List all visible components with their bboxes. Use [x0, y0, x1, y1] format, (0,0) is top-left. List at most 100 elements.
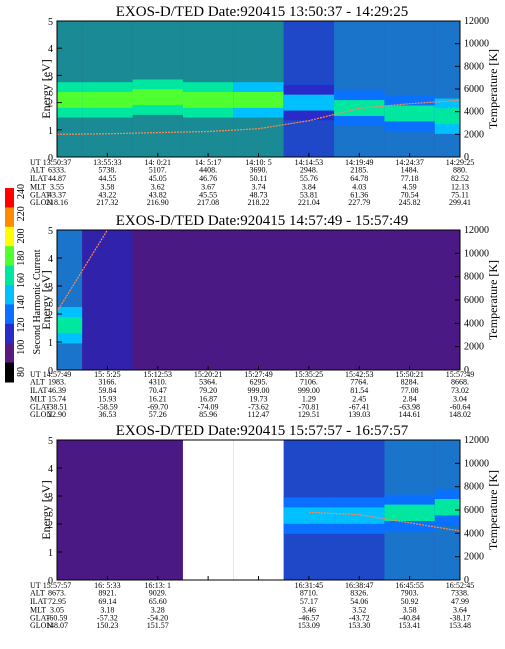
table-cell: 3.74 — [252, 183, 266, 192]
table-cell: 221.04 — [298, 198, 320, 207]
spectrogram-band-core — [434, 499, 460, 516]
spectrogram-band-core — [334, 507, 385, 524]
colorbar-swatch — [5, 207, 14, 228]
table-row-label: UT — [30, 581, 41, 590]
colorbar-tick-label: 240 — [16, 184, 27, 199]
spectrogram-column — [82, 230, 133, 370]
table-cell: 64.78 — [350, 174, 368, 183]
table-cell: 72.95 — [48, 597, 66, 606]
table-cell: 55.76 — [300, 174, 318, 183]
table-cell: 6333. — [48, 166, 66, 175]
colorbar-swatch — [5, 323, 14, 344]
table-cell: 16: 5:33 — [94, 581, 120, 590]
y-tick-label: 4 — [48, 464, 53, 475]
table-cell: 880. — [453, 166, 467, 175]
table-cell: 61.36 — [350, 191, 368, 200]
y2-tick-label: 2000 — [464, 342, 484, 353]
table-cell: 75.11 — [451, 191, 469, 200]
table-cell: 16:13: 1 — [145, 581, 171, 590]
y2-tick-label: 4000 — [464, 107, 484, 118]
table-cell: 36.53 — [98, 410, 116, 419]
table-cell: 1.29 — [302, 395, 316, 404]
spectrogram-column — [384, 230, 435, 370]
colorbar-swatch — [5, 265, 14, 286]
table-cell: 2185. — [350, 166, 368, 175]
table-cell: 46.39 — [48, 386, 66, 395]
table-row-label: GLON — [30, 198, 52, 207]
colorbar: 80 100 120 140 160 180 200 220 240 Second Harmoni… — [5, 184, 43, 383]
table-cell: 2948. — [300, 166, 318, 175]
temperature-line — [56, 229, 108, 313]
y2-tick-label: 12000 — [464, 225, 489, 236]
table-cell: 245.82 — [399, 198, 421, 207]
table-cell: 16:38:47 — [345, 581, 373, 590]
y2-tick-label: 6000 — [464, 295, 484, 306]
table-cell: 217.32 — [96, 198, 118, 207]
table-cell: 14:19:49 — [345, 158, 373, 167]
table-cell: 2.84 — [403, 395, 417, 404]
table-cell: 2.45 — [352, 395, 366, 404]
y-tick-label: 2 — [48, 520, 53, 531]
y-tick-label: 4 — [48, 254, 53, 265]
colorbar-tick-label: 120 — [16, 318, 27, 333]
table-cell: 5738. — [98, 166, 116, 175]
spectrogram-band-core — [233, 91, 284, 108]
table-cell: 3.52 — [352, 606, 366, 615]
table-cell: -38.51 — [47, 403, 68, 412]
colorbar-tick-label: 220 — [16, 206, 27, 221]
colorbar-swatch — [5, 246, 14, 267]
table-cell: 148.02 — [449, 410, 471, 419]
spectrogram-band-core — [57, 91, 83, 108]
table-cell: 3.67 — [201, 183, 215, 192]
spectrogram-column — [283, 230, 335, 370]
table-row-label: GLAT — [30, 614, 51, 623]
table-cell: 8668. — [451, 378, 469, 387]
y2-tick-label: 0 — [464, 152, 469, 163]
spectrogram-column — [334, 230, 385, 370]
table-cell: 5107. — [149, 166, 167, 175]
table-cell: 48.73 — [250, 191, 268, 200]
spectrogram-column — [57, 230, 83, 370]
y-tick-label: 5 — [48, 17, 53, 28]
table-row-label: ILAT — [30, 174, 47, 183]
table-row-label: UT — [30, 370, 41, 379]
panel-title: EXOS-D/TED Date:920415 13:50:37 - 14:29:… — [116, 4, 408, 20]
y2-tick-label: 2000 — [464, 552, 484, 563]
y2-axis-label: Temperature [K] — [486, 260, 500, 340]
spectrogram-column — [132, 230, 183, 370]
colorbar-tick-label: 100 — [16, 340, 27, 355]
panel-1: EXOS-D/TED Date:920415 13:50:37 - 14:29:… — [30, 4, 500, 207]
table-cell: 1484. — [401, 166, 419, 175]
table-cell: -58.59 — [97, 403, 118, 412]
y2-tick-label: 8000 — [464, 482, 484, 493]
table-cell: 3.46 — [302, 606, 316, 615]
y2-tick-label: 6000 — [464, 505, 484, 516]
table-cell: 3690. — [250, 166, 268, 175]
colorbar-tick-label: 200 — [16, 229, 27, 244]
colorbar-swatch — [5, 304, 14, 325]
table-row-label: MLT — [30, 395, 46, 404]
colorbar-swatch — [5, 188, 14, 208]
table-cell: 12.13 — [451, 183, 469, 192]
y-tick-label: 3 — [48, 492, 53, 503]
y2-tick-label: 10000 — [464, 458, 489, 469]
table-cell: 8673. — [48, 589, 66, 598]
y-tick-label: 0 — [48, 576, 53, 587]
y2-tick-label: 10000 — [464, 39, 489, 50]
table-cell: 77.08 — [401, 386, 419, 395]
table-cell: 153.48 — [449, 621, 471, 630]
table-cell: 8326. — [350, 589, 368, 598]
y-tick-label: 3 — [48, 282, 53, 293]
table-row-label: ALT — [30, 166, 45, 175]
table-cell: 57.26 — [149, 410, 167, 419]
table-row-label: GLAT — [30, 403, 51, 412]
y-tick-label: 5 — [48, 436, 53, 447]
y-tick-label: 2 — [48, 310, 53, 321]
colorbar-swatch — [5, 285, 14, 305]
table-cell: 15:57:57 — [43, 581, 71, 590]
table-cell: 144.61 — [399, 410, 421, 419]
table-cell: 79.20 — [199, 386, 217, 395]
table-cell: 44.87 — [48, 174, 66, 183]
table-row-label: MLT — [30, 183, 46, 192]
